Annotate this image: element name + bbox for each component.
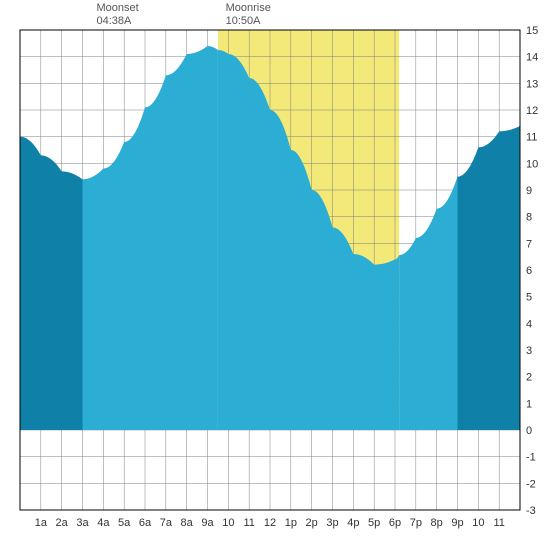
moonrise-annotation: Moonrise 10:50A [226,2,271,28]
svg-text:6a: 6a [139,517,152,529]
svg-text:11: 11 [243,517,254,529]
svg-text:8: 8 [526,212,532,224]
tide-chart: Moonset 04:38A Moonrise 10:50A 1a2a3a4a5… [0,0,550,550]
moonset-annotation: Moonset 04:38A [96,2,138,28]
svg-text:9p: 9p [451,517,463,529]
svg-text:5: 5 [526,292,532,304]
svg-text:6p: 6p [389,517,401,529]
svg-text:10: 10 [222,517,234,529]
moonrise-label: Moonrise [226,2,271,15]
svg-text:2p: 2p [306,517,318,529]
svg-text:4p: 4p [347,517,359,529]
svg-text:-1: -1 [526,452,536,464]
svg-text:0: 0 [526,425,532,437]
svg-text:1a: 1a [35,517,48,529]
svg-text:8a: 8a [181,517,194,529]
svg-text:12: 12 [264,517,276,529]
moonset-time: 04:38A [96,15,138,28]
svg-text:3p: 3p [326,517,338,529]
svg-text:8p: 8p [431,517,443,529]
svg-text:4a: 4a [97,517,110,529]
svg-text:5a: 5a [118,517,131,529]
svg-text:1p: 1p [285,517,297,529]
svg-text:7a: 7a [160,517,173,529]
svg-text:7: 7 [526,238,532,250]
svg-text:7p: 7p [410,517,422,529]
svg-text:3: 3 [526,345,532,357]
moonset-label: Moonset [96,2,138,15]
moonrise-time: 10:50A [226,15,271,28]
svg-text:14: 14 [526,52,538,64]
svg-text:6: 6 [526,265,532,277]
svg-text:9: 9 [526,185,532,197]
svg-text:11: 11 [526,132,537,144]
svg-text:11: 11 [493,517,504,529]
svg-text:1: 1 [526,398,532,410]
svg-text:5p: 5p [368,517,380,529]
svg-text:2a: 2a [56,517,69,529]
svg-text:3a: 3a [76,517,89,529]
svg-text:13: 13 [526,78,538,90]
svg-text:-2: -2 [526,478,536,490]
svg-text:4: 4 [526,318,532,330]
svg-text:15: 15 [526,25,538,37]
svg-text:2: 2 [526,372,532,384]
svg-text:9a: 9a [201,517,214,529]
svg-text:10: 10 [472,517,484,529]
chart-svg: 1a2a3a4a5a6a7a8a9a1011121p2p3p4p5p6p7p8p… [0,0,550,550]
svg-text:10: 10 [526,158,538,170]
svg-text:-3: -3 [526,505,536,517]
svg-text:12: 12 [526,105,538,117]
